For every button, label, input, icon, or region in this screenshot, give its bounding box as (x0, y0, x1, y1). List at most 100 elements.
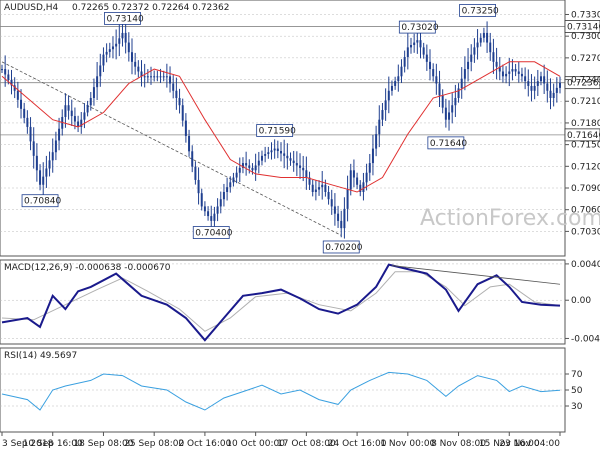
macd-trendline (391, 265, 561, 285)
candle-body (505, 73, 508, 77)
candle-body (337, 213, 340, 221)
candle-body (302, 167, 305, 171)
candle-body (89, 97, 92, 106)
candle-body (245, 163, 248, 166)
candle-body (191, 151, 194, 167)
candle-body (508, 71, 511, 74)
candle-body (260, 155, 263, 161)
candle-body (118, 38, 121, 44)
price-tick-label: 0.70905 (571, 184, 600, 194)
candle-body (73, 116, 76, 122)
price-annotation-box (256, 124, 294, 137)
candle-body (292, 160, 295, 164)
price-panel-frame (0, 0, 566, 257)
candle-body (83, 112, 86, 120)
candle-body (172, 83, 175, 91)
candle-body (67, 105, 70, 111)
symbol-header: AUDUSD,H4 (4, 3, 59, 13)
candle-body (308, 177, 311, 185)
candle-body (235, 172, 238, 178)
price-level-label: 0.72362 (567, 79, 600, 89)
candle-body (150, 76, 153, 78)
candle-body (289, 158, 292, 161)
candle-body (371, 148, 374, 164)
x-axis-label: 10 Oct 00:00 (226, 439, 285, 449)
price-annotation-box (322, 240, 360, 254)
candle-body (539, 76, 542, 82)
candle-body (321, 184, 324, 188)
candle-body (438, 83, 441, 96)
candle-body (127, 42, 130, 53)
candle-body (134, 61, 137, 67)
candle-body (267, 152, 270, 155)
candle-body (299, 165, 302, 168)
candle-body (51, 152, 54, 161)
candle-body (460, 78, 463, 89)
candle-body (413, 42, 416, 45)
candle-body (178, 97, 181, 106)
candle-body (435, 76, 438, 84)
macd-y-axis: 0.004085 0.00 -0.0043 (565, 260, 600, 344)
candle-body (156, 76, 159, 78)
candle-body (13, 85, 16, 91)
rsi-tick-label: 70 (571, 370, 583, 380)
candle-body (514, 69, 517, 72)
moving-average-line (1, 61, 561, 193)
candle-body (441, 95, 444, 108)
candle-body (552, 92, 555, 98)
candle-body (422, 47, 425, 55)
price-annotations: 0.73140 0.70840 0.70400 0.71590 0.70200 0.730… (21, 4, 499, 254)
candle-body (77, 121, 80, 127)
candle-body (58, 128, 61, 141)
candle-body (115, 43, 118, 47)
candle-body (4, 69, 7, 75)
candle-body (409, 44, 412, 48)
candle-body (92, 87, 95, 98)
price-panel: 0.73140 0.72362 0.71640 0.73140 0.70840 0.70… (0, 0, 600, 257)
x-axis-label: 24 Oct 16:00 (328, 439, 387, 449)
candle-body (555, 87, 558, 93)
candle-body (280, 151, 282, 154)
candle-body (219, 199, 222, 207)
candle-body (70, 110, 73, 117)
candle-body (349, 170, 352, 190)
candle-body (365, 172, 368, 183)
price-tick-label: 0.73005 (571, 32, 600, 42)
x-axis-label: 15 Nov 16:00 (479, 439, 540, 449)
candle-body (378, 119, 381, 135)
candle-body (387, 90, 390, 101)
candle-body (406, 47, 409, 58)
price-annotation-box (427, 136, 465, 150)
x-axis-label: 3 Sep 2018 (2, 439, 54, 449)
candle-body (492, 52, 495, 62)
candle-body (165, 76, 168, 78)
candle-body (159, 76, 162, 78)
candle-body (448, 112, 451, 120)
macd-signal-line (1, 271, 561, 332)
candle-body (276, 148, 279, 152)
candle-body (530, 85, 533, 91)
x-axis-label: 23 Nov 04:00 (499, 439, 560, 449)
candle-body (286, 155, 289, 159)
candle-body (140, 71, 143, 77)
x-axis-label: 18 Sep 08:00 (73, 439, 133, 449)
macd-tick-label: 0.00 (571, 296, 591, 306)
price-annotation-box (459, 4, 496, 17)
candle-body (96, 76, 99, 88)
candle-body (169, 76, 172, 84)
x-axis-label: 2 Oct 16:00 (178, 439, 231, 449)
candle-body (254, 165, 257, 171)
candle-body (273, 148, 276, 151)
rsi-tick-label: 50 (571, 386, 583, 396)
candle-body (105, 51, 108, 55)
price-y-axis: 0.73305 0.73005 0.72705 0.72405 0.72105 0.718… (565, 10, 600, 237)
candle-body (16, 90, 19, 100)
price-annotation-label: 0.73020 (401, 23, 438, 33)
candle-body (432, 69, 435, 77)
x-axis-label: 8 Nov 08:00 (431, 439, 486, 449)
candle-body (333, 206, 336, 214)
price-level-box (564, 20, 600, 33)
price-level-box (564, 128, 600, 142)
price-tick-label: 0.72105 (571, 97, 600, 107)
candle-body (311, 184, 314, 192)
